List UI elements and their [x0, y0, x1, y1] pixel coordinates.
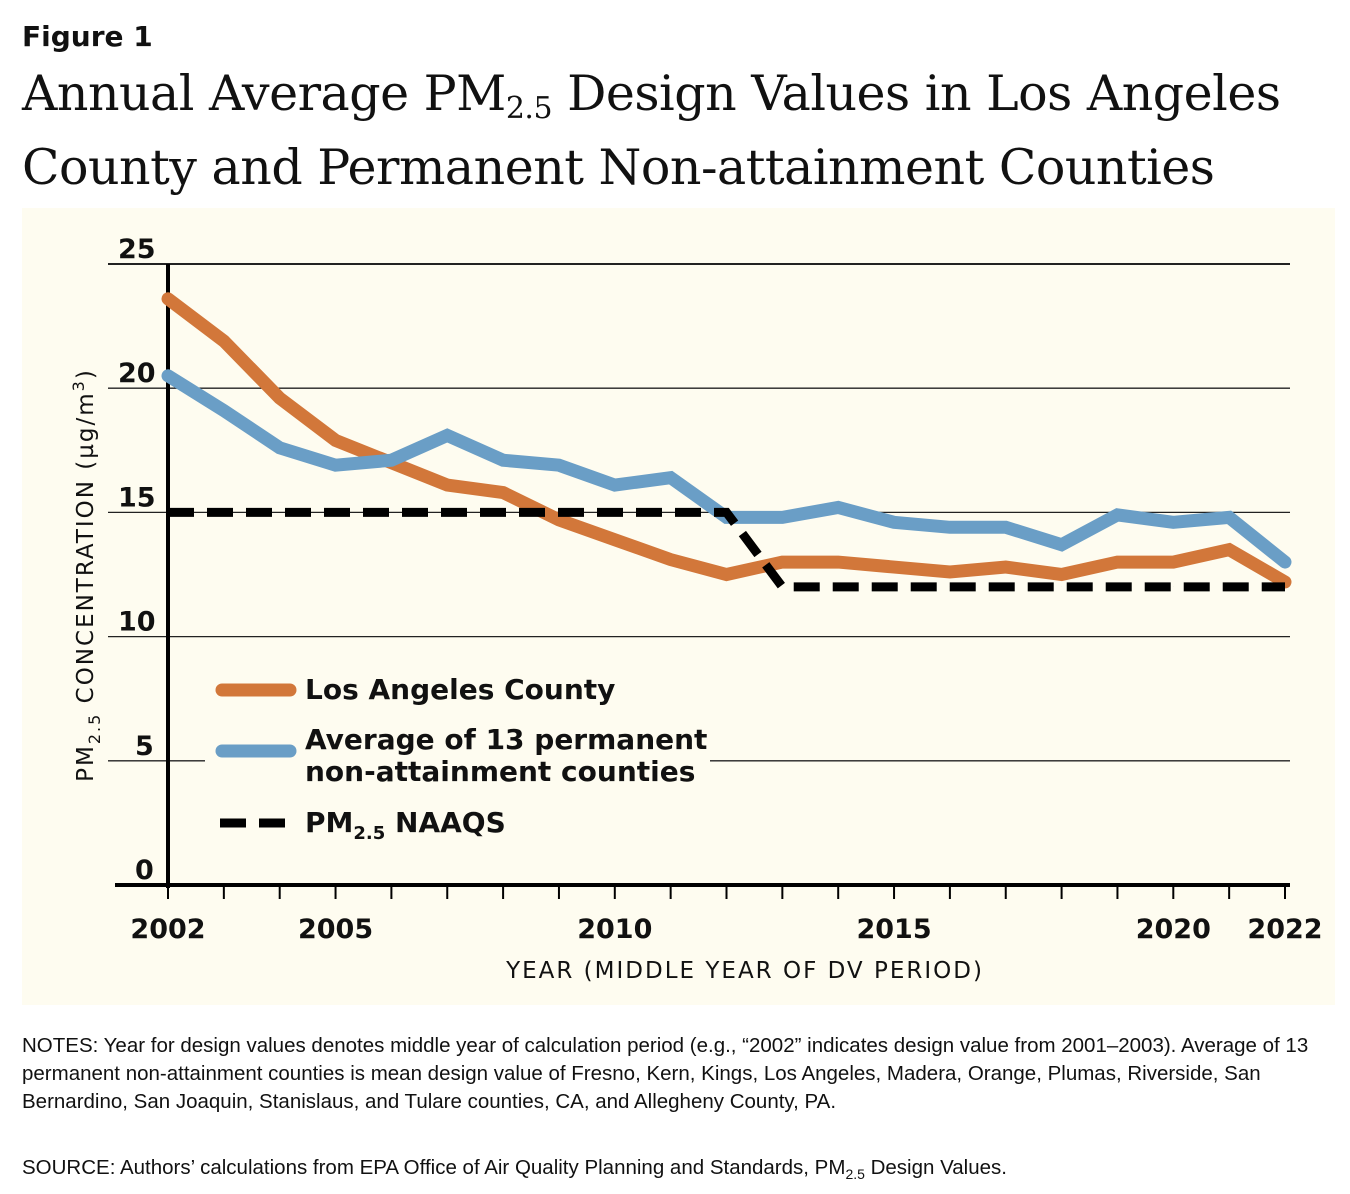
legend-label-average-line1: Average of 13 permanent — [305, 723, 707, 756]
y-tick-label: 20 — [118, 358, 156, 389]
legend-label-naaqs: PM2.5 NAAQS — [305, 806, 506, 844]
y-axis-label-end: ) — [73, 368, 99, 379]
x-tick-label: 2005 — [298, 914, 373, 945]
y-axis-label-sub: 2.5 — [85, 713, 104, 744]
legend-label-naaqs-pre: PM — [305, 806, 353, 839]
y-tick-label: 5 — [135, 731, 154, 762]
title-subscript: 2.5 — [505, 91, 553, 126]
y-tick-label: 10 — [118, 607, 156, 638]
legend-label-naaqs-post: NAAQS — [385, 806, 506, 839]
y-axis-label-pre: PM — [73, 744, 99, 782]
x-tick-label: 2010 — [577, 914, 652, 945]
y-axis-label: PM2.5 CONCENTRATION (µg/m3) — [69, 368, 104, 782]
source-text-rest: Design Values. — [864, 1156, 1007, 1179]
source-subscript: 2.5 — [845, 1166, 865, 1183]
y-tick-label: 25 — [118, 234, 156, 265]
y-axis-label-post: CONCENTRATION (µg/m — [73, 391, 99, 712]
series-line-average-13-counties — [161, 369, 1292, 569]
chart-panel — [22, 208, 1335, 1005]
source-text: SOURCE: Authors’ calculations from EPA O… — [22, 1156, 846, 1179]
x-tick-label: 2020 — [1136, 914, 1211, 945]
source: SOURCE: Authors’ calculations from EPA O… — [22, 1156, 1332, 1182]
chart-title: Annual Average PM2.5 Design Values in Lo… — [22, 64, 1332, 197]
title-text: Annual Average PM — [22, 65, 506, 122]
x-tick-label: 2022 — [1247, 914, 1322, 945]
y-axis-label-sup: 3 — [69, 379, 88, 391]
chart: 0 5 10 15 20 25 2002 2005 2010 2015 2020 2022 YEAR (… — [69, 234, 1323, 984]
x-axis-label: YEAR (MIDDLE YEAR OF DV PERIOD) — [505, 958, 984, 984]
legend-label-los-angeles: Los Angeles County — [305, 673, 615, 706]
y-tick-label: 15 — [118, 482, 156, 513]
x-tick-label: 2002 — [130, 914, 205, 945]
y-tick-label: 0 — [135, 855, 154, 886]
legend-label-naaqs-sub: 2.5 — [353, 823, 385, 844]
x-tick-label: 2015 — [856, 914, 931, 945]
notes: NOTES: Year for design values denotes mi… — [22, 1034, 1309, 1113]
legend-label-average-line2: non-attainment counties — [305, 755, 695, 788]
figure-label: Figure 1 — [22, 20, 153, 53]
title-text-rest: Design Values in Los Angeles County and … — [22, 65, 1281, 196]
